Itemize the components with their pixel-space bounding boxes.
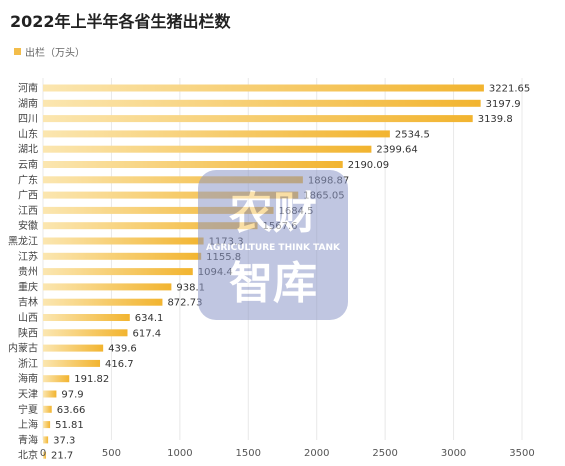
value-label: 2399.64 xyxy=(376,145,417,156)
value-label: 2534.5 xyxy=(395,129,430,140)
x-tick-label: 2000 xyxy=(304,448,329,459)
category-label: 江西 xyxy=(18,205,38,217)
category-label: 广东 xyxy=(18,173,38,186)
bar xyxy=(43,161,343,168)
value-label: 617.4 xyxy=(132,328,161,339)
x-tick-label: 3500 xyxy=(509,448,534,459)
bar xyxy=(43,405,52,413)
value-label: 2190.09 xyxy=(348,160,389,171)
bar xyxy=(43,451,46,459)
category-label: 四川 xyxy=(18,114,38,125)
bar xyxy=(43,252,202,260)
bars xyxy=(43,84,484,459)
category-labels: 河南湖南四川山东湖北云南广东广西江西安徽黑龙江江苏贵州重庆吉林山西陕西内蒙古浙江… xyxy=(8,82,38,462)
value-label: 51.81 xyxy=(55,420,84,431)
svg-text:智库: 智库 xyxy=(229,258,317,309)
value-label: 3221.65 xyxy=(489,84,530,95)
bar xyxy=(43,130,390,138)
category-label: 山西 xyxy=(18,312,38,324)
bar xyxy=(43,436,49,444)
value-label: 97.9 xyxy=(61,390,83,401)
value-label: 21.7 xyxy=(51,451,73,462)
bar xyxy=(43,314,130,321)
category-label: 天津 xyxy=(18,389,38,401)
category-label: 宁夏 xyxy=(18,403,38,416)
bar xyxy=(43,206,274,214)
category-label: 安徽 xyxy=(18,219,38,232)
legend-swatch xyxy=(14,48,21,55)
x-tick-label: 1000 xyxy=(167,448,192,459)
bar xyxy=(43,329,128,337)
value-label: 63.66 xyxy=(57,405,86,416)
category-label: 山东 xyxy=(18,127,38,140)
value-label: 3197.9 xyxy=(486,99,521,110)
category-label: 内蒙古 xyxy=(8,342,38,355)
legend-label: 出栏（万头） xyxy=(25,48,85,59)
bar xyxy=(43,222,258,230)
category-label: 重庆 xyxy=(18,280,38,293)
category-label: 云南 xyxy=(18,158,38,171)
value-label: 634.1 xyxy=(135,313,164,324)
category-label: 黑龙江 xyxy=(8,235,38,248)
value-label: 191.82 xyxy=(74,374,109,385)
x-tick-label: 3000 xyxy=(441,448,466,459)
bar xyxy=(43,421,51,429)
value-label: 3139.8 xyxy=(478,114,513,125)
chart-title: 2022年上半年各省生猪出栏数 xyxy=(10,12,231,31)
bar xyxy=(43,176,303,184)
bar xyxy=(43,375,70,383)
category-label: 河南 xyxy=(18,82,38,95)
category-label: 湖北 xyxy=(18,144,38,156)
category-label: 湖南 xyxy=(18,97,38,110)
category-label: 海南 xyxy=(18,372,38,385)
svg-text:AGRICULTURE THINK TANK: AGRICULTURE THINK TANK xyxy=(206,243,341,253)
bar xyxy=(43,283,172,291)
category-label: 广西 xyxy=(18,190,38,202)
bar xyxy=(43,390,57,398)
bar xyxy=(43,298,163,306)
watermark-logo: 农财 AGRICULTURE THINK TANK 智库 xyxy=(198,170,348,320)
bar xyxy=(43,344,104,352)
category-label: 陕西 xyxy=(18,326,38,339)
category-label: 贵州 xyxy=(18,265,38,278)
value-label: 416.7 xyxy=(105,359,134,370)
x-tick-label: 2500 xyxy=(372,448,397,459)
value-label: 439.6 xyxy=(108,344,137,355)
legend[interactable]: 出栏（万头） xyxy=(14,44,85,59)
x-tick-label: 0 xyxy=(40,448,46,459)
bar xyxy=(43,115,473,123)
x-axis-ticks: 0 500 1000 1500 2000 2500 3000 3500 xyxy=(40,448,535,459)
bar xyxy=(43,191,299,199)
bar xyxy=(43,84,484,92)
bar xyxy=(43,145,372,153)
bar xyxy=(43,268,193,276)
category-label: 北京 xyxy=(18,449,38,462)
value-label: 938.1 xyxy=(176,282,205,293)
value-label: 872.73 xyxy=(167,298,202,309)
category-label: 江苏 xyxy=(18,250,38,263)
category-label: 浙江 xyxy=(18,358,38,370)
x-tick-label: 500 xyxy=(102,448,121,459)
value-label: 37.3 xyxy=(53,435,75,446)
svg-text:农财: 农财 xyxy=(229,188,317,239)
x-tick-label: 1500 xyxy=(236,448,261,459)
bar xyxy=(43,99,481,107)
category-label: 上海 xyxy=(18,418,38,431)
bar xyxy=(43,359,101,367)
bar xyxy=(43,237,204,245)
category-label: 吉林 xyxy=(18,296,38,309)
category-label: 青海 xyxy=(18,433,38,446)
